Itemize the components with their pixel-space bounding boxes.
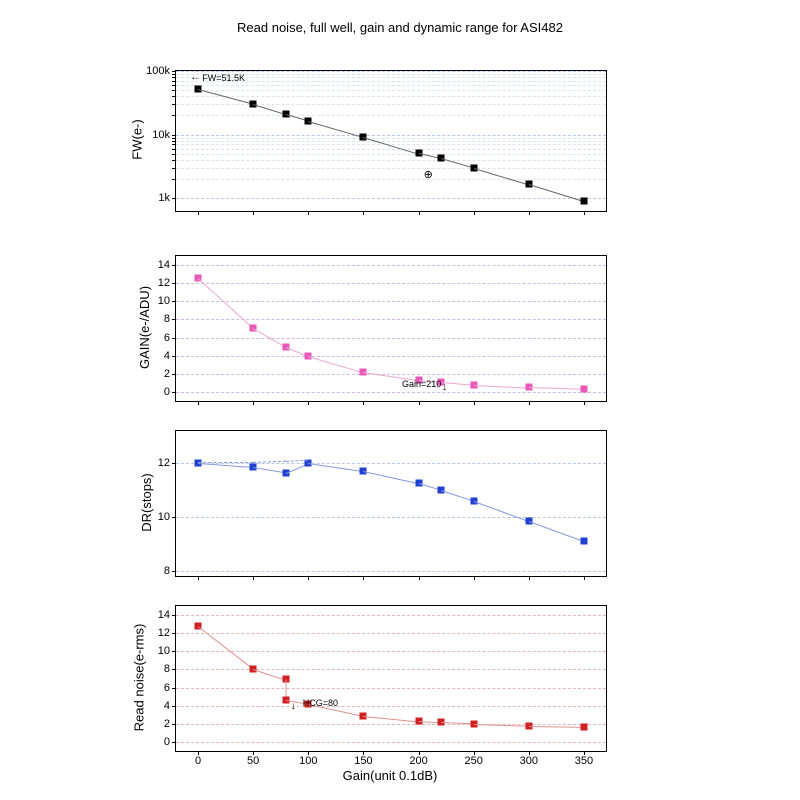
ylabel-dr: DR(stops) [139, 473, 154, 532]
xtick-label: 100 [299, 755, 317, 767]
ytick-label: 2 [164, 718, 170, 730]
ytick-label: 14 [158, 609, 170, 621]
ytick-label: 6 [164, 332, 170, 344]
ylabel-gain: GAIN(e-/ADU) [137, 285, 152, 368]
ytick-label: 0 [164, 386, 170, 398]
chart-dr: 81012 [175, 430, 607, 577]
chart-annotation: Gain=210 [402, 379, 441, 389]
ylabel-fw: FW(e-) [130, 119, 145, 159]
xtick-label: 350 [575, 755, 593, 767]
ytick-label: 4 [164, 350, 170, 362]
ytick-label: 8 [164, 565, 170, 577]
xtick-label: 250 [465, 755, 483, 767]
ytick-label: 10 [158, 645, 170, 657]
xtick-label: 300 [520, 755, 538, 767]
ytick-label: 10 [158, 295, 170, 307]
chart-annotation: HCG=80 [303, 698, 338, 708]
ytick-label: 6 [164, 682, 170, 694]
chart-annotation: FW=51.5K [202, 73, 245, 83]
xtick-label: 50 [247, 755, 259, 767]
chart-rn: 02468101214050100150200250300350HCG=80↓ [175, 605, 607, 752]
ytick-label: 12 [158, 457, 170, 469]
ytick-label: 8 [164, 663, 170, 675]
ytick-label: 10k [152, 129, 170, 141]
ytick-label: 14 [158, 259, 170, 271]
ytick-label: 2 [164, 368, 170, 380]
ytick-label: 12 [158, 627, 170, 639]
ylabel-rn: Read noise(e-rms) [131, 623, 146, 731]
xtick-label: 150 [354, 755, 372, 767]
xtick-label: 200 [409, 755, 427, 767]
ytick-label: 8 [164, 313, 170, 325]
page-title: Read noise, full well, gain and dynamic … [0, 20, 800, 35]
xtick-label: 0 [195, 755, 201, 767]
data-marker [580, 538, 587, 545]
ytick-label: 1k [158, 192, 170, 204]
magnifier-icon: ⊕ [424, 168, 433, 181]
ytick-label: 10 [158, 511, 170, 523]
chart-gain: 02468101214Gain=210↓ [175, 255, 607, 402]
data-marker [580, 723, 587, 730]
ytick-label: 12 [158, 277, 170, 289]
chart-fw: 1k10k100kFW=51.5K←⊕ [175, 70, 607, 212]
ytick-label: 100k [146, 65, 170, 77]
xlabel: Gain(unit 0.1dB) [175, 768, 605, 783]
ytick-label: 0 [164, 736, 170, 748]
data-marker [580, 386, 587, 393]
data-marker [580, 198, 587, 205]
ytick-label: 4 [164, 700, 170, 712]
